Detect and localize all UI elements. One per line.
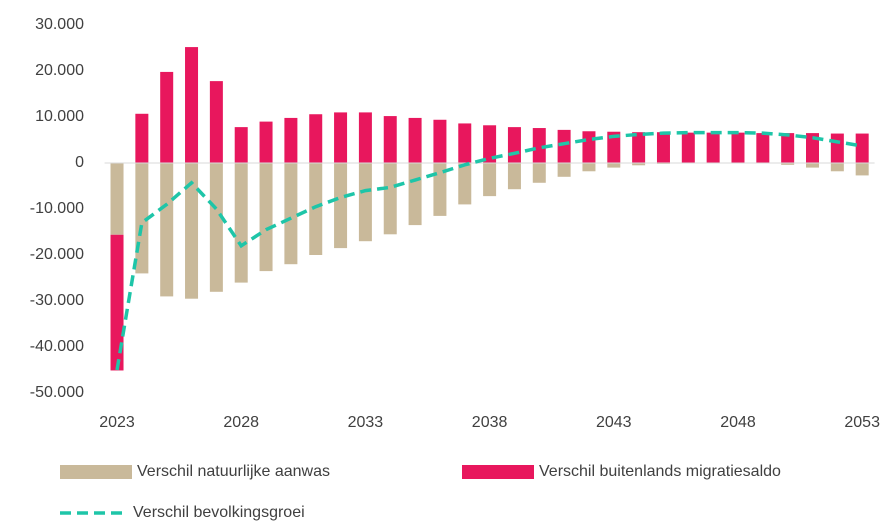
bar <box>582 163 596 172</box>
bar <box>855 133 869 163</box>
bar <box>483 125 497 163</box>
bar <box>632 132 646 163</box>
bar <box>756 133 770 163</box>
bar <box>309 163 323 255</box>
bar <box>259 163 273 272</box>
bar <box>681 132 695 163</box>
line <box>115 130 863 371</box>
bar <box>806 163 820 168</box>
bar <box>855 163 869 176</box>
bar <box>607 163 621 168</box>
bar <box>806 133 820 163</box>
x-tick-label: 2043 <box>596 414 632 431</box>
y-tick-label: 20.000 <box>35 62 84 79</box>
bar <box>284 163 298 265</box>
bar <box>234 163 248 283</box>
bar <box>532 163 546 183</box>
bar <box>110 163 124 235</box>
legend-label: Verschil natuurlijke aanwas <box>137 463 330 480</box>
x-tick-label: 2053 <box>844 414 880 431</box>
bar <box>830 133 844 163</box>
bar <box>209 81 223 163</box>
bar <box>408 117 422 163</box>
bar <box>334 112 348 163</box>
y-tick-label: -30.000 <box>30 292 84 309</box>
bar <box>408 163 422 226</box>
bar <box>433 163 447 216</box>
x-tick-label: 2038 <box>472 414 508 431</box>
bar <box>607 131 621 163</box>
bar <box>781 163 795 165</box>
bar <box>532 128 546 163</box>
bar <box>135 113 149 163</box>
bar <box>160 163 174 297</box>
bar <box>557 163 571 177</box>
bar <box>358 112 372 163</box>
bar <box>656 132 670 163</box>
bar <box>458 123 472 163</box>
bar <box>358 163 372 242</box>
bar <box>383 163 397 235</box>
bar <box>110 234 124 371</box>
legend-swatch <box>60 465 132 479</box>
bar <box>309 114 323 163</box>
x-tick-label: 2048 <box>720 414 756 431</box>
bar <box>582 131 596 163</box>
y-tick-label: 30.000 <box>35 16 84 33</box>
bar <box>209 163 223 292</box>
bar <box>334 163 348 249</box>
legend-swatch <box>462 465 534 479</box>
y-tick-label: -40.000 <box>30 338 84 355</box>
bar <box>507 127 521 163</box>
bar <box>632 163 646 166</box>
bar <box>830 163 844 172</box>
bar <box>483 163 497 197</box>
bar <box>433 119 447 163</box>
x-tick-label: 2033 <box>348 414 384 431</box>
bar <box>383 116 397 163</box>
bar <box>259 121 273 163</box>
x-tick-label: 2023 <box>99 414 135 431</box>
legend-label: Verschil bevolkingsgroei <box>133 504 305 521</box>
legend-label: Verschil buitenlands migratiesaldo <box>539 463 781 480</box>
bar <box>731 132 745 163</box>
y-tick-label: 0 <box>75 154 84 171</box>
bar <box>458 163 472 205</box>
y-tick-label: -50.000 <box>30 384 84 401</box>
bar <box>507 163 521 190</box>
bar <box>185 47 199 163</box>
x-tick-label: 2028 <box>223 414 259 431</box>
bar <box>234 127 248 163</box>
y-tick-label: -10.000 <box>30 200 84 217</box>
bar <box>185 163 199 299</box>
y-tick-label: -20.000 <box>30 246 84 263</box>
y-tick-label: 10.000 <box>35 108 84 125</box>
bar <box>284 117 298 163</box>
bar <box>160 71 174 163</box>
bar <box>781 133 795 163</box>
bar <box>557 129 571 163</box>
bar <box>706 132 720 163</box>
